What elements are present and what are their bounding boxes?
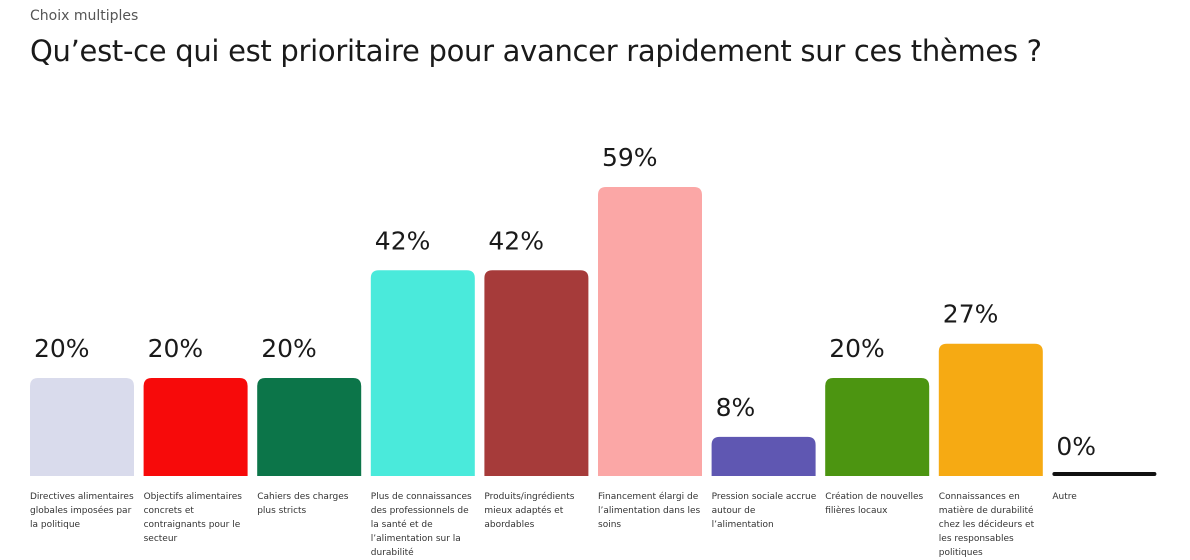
- category-label: Autre: [1052, 492, 1077, 502]
- value-label: 20%: [34, 334, 90, 363]
- bar: [484, 270, 589, 476]
- category-label: Connaissances en matière de durabilité c…: [938, 492, 1035, 558]
- bar: [825, 378, 930, 476]
- value-label: 27%: [943, 300, 999, 329]
- bar: [711, 436, 816, 476]
- value-label: 59%: [602, 143, 658, 172]
- bar: [598, 187, 702, 476]
- bar: [30, 378, 134, 476]
- category-label: Cahiers des charges plus stricts: [257, 492, 349, 516]
- category-label: Directives alimentaires globales imposée…: [30, 492, 134, 530]
- value-label: 42%: [375, 226, 431, 255]
- bar: [143, 378, 248, 476]
- chart-title: Qu’est-ce qui est prioritaire pour avanc…: [30, 34, 1042, 68]
- value-label: 42%: [488, 226, 544, 255]
- value-label: 20%: [261, 334, 317, 363]
- bar: [1052, 472, 1157, 476]
- value-label: 20%: [148, 334, 204, 363]
- value-label: 20%: [829, 334, 885, 363]
- category-label: Pression sociale accrue autour de l’alim…: [711, 492, 817, 530]
- bar: [370, 270, 475, 476]
- category-label: Financement élargi de l’alimentation dan…: [598, 492, 701, 530]
- subtitle: Choix multiples: [30, 8, 139, 24]
- bar: [257, 378, 362, 476]
- value-label: 8%: [716, 393, 756, 422]
- value-label: 0%: [1056, 432, 1096, 461]
- category-label: Plus de connaissances des professionnels…: [370, 492, 472, 558]
- category-label: Création de nouvelles filières locaux: [825, 492, 924, 516]
- bar: [938, 343, 1043, 476]
- category-label: Objectifs alimentaires concrets et contr…: [143, 492, 242, 544]
- category-label: Produits/ingrédients mieux adaptés et ab…: [484, 492, 575, 530]
